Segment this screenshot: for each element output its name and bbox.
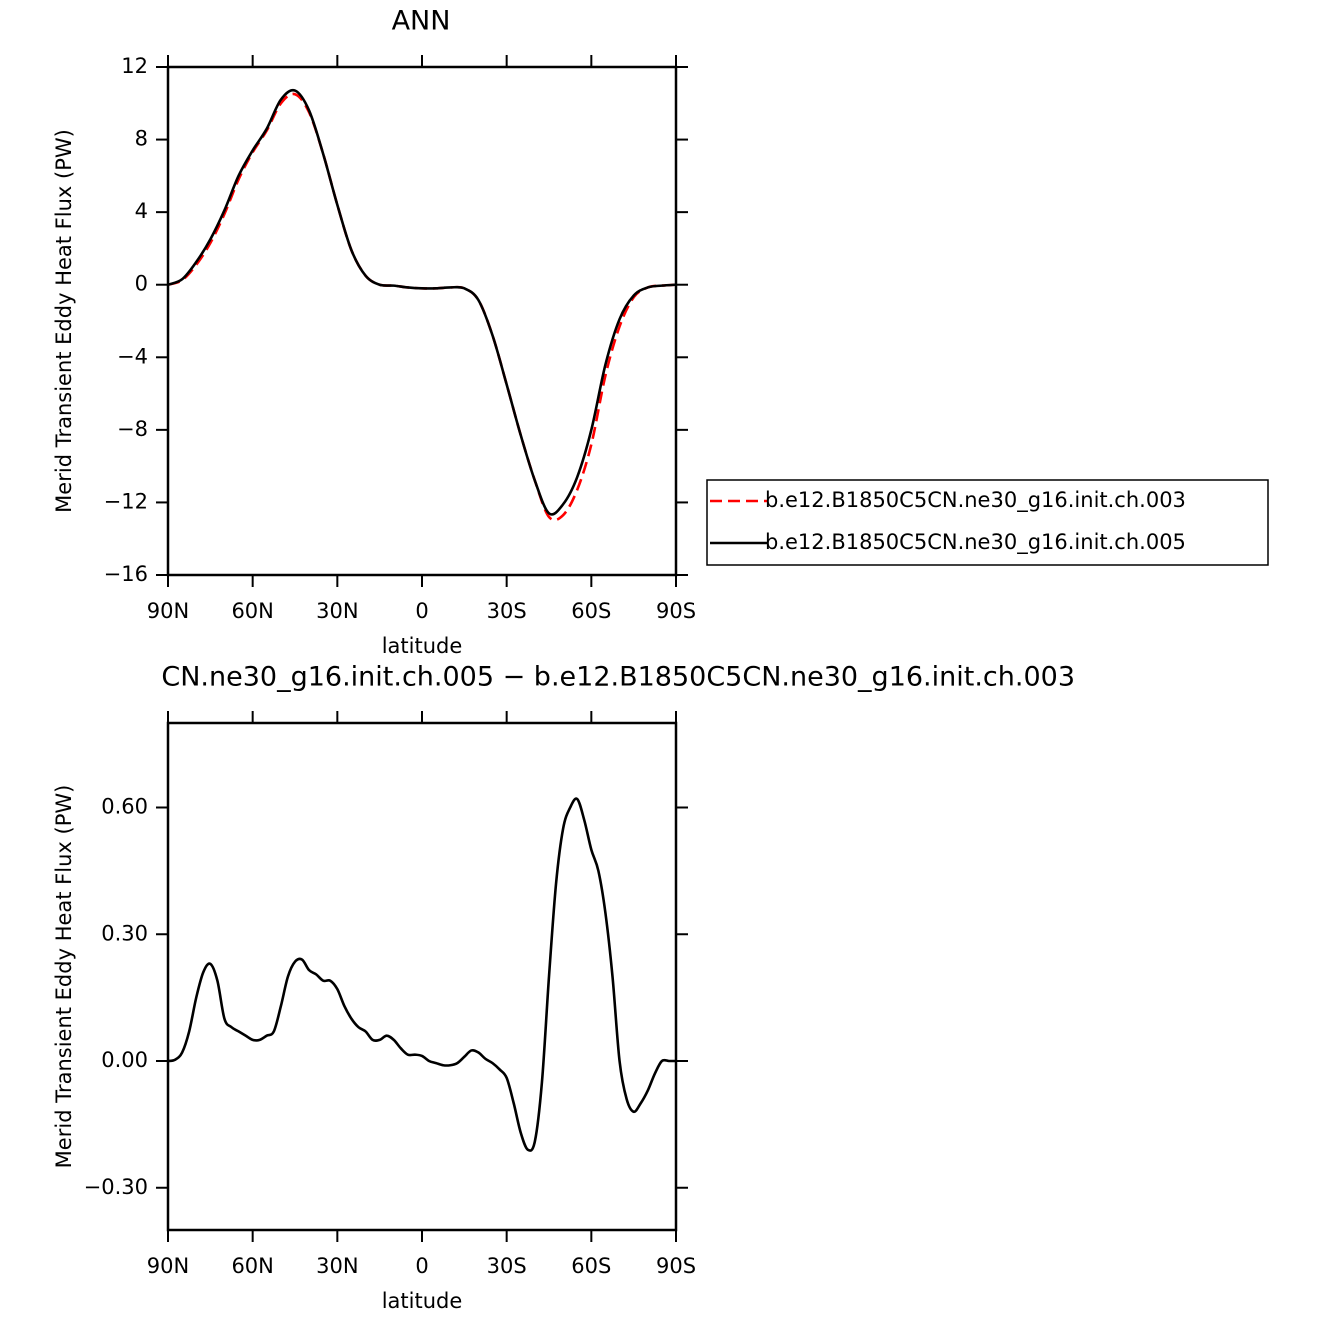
x-axis-label: latitude bbox=[382, 634, 463, 658]
y-tick-label: 0.30 bbox=[101, 921, 148, 945]
y-tick-label: 8 bbox=[135, 127, 148, 151]
x-tick-label: 30S bbox=[487, 599, 527, 623]
series-line bbox=[167, 88, 677, 516]
y-axis-label: Merid Transient Eddy Heat Flux (PW) bbox=[52, 785, 76, 1169]
legend-label: b.e12.B1850C5CN.ne30_g16.init.ch.003 bbox=[765, 488, 1186, 513]
y-tick-label: −8 bbox=[117, 417, 148, 441]
x-tick-label: 0 bbox=[415, 1254, 428, 1278]
y-tick-label: 4 bbox=[135, 199, 148, 223]
y-tick-label: 0.60 bbox=[101, 795, 148, 819]
plot-frame bbox=[166, 65, 678, 577]
y-tick-label: 12 bbox=[121, 54, 148, 78]
legend-label: b.e12.B1850C5CN.ne30_g16.init.ch.005 bbox=[765, 530, 1186, 555]
x-tick-label: 60S bbox=[571, 1254, 611, 1278]
series-line bbox=[167, 797, 676, 1152]
legend-box bbox=[706, 479, 1269, 566]
y-axis-label: Merid Transient Eddy Heat Flux (PW) bbox=[52, 129, 76, 513]
plot-frame bbox=[166, 721, 678, 1232]
x-tick-label: 90S bbox=[656, 599, 696, 623]
chart-title: CN.ne30_g16.init.ch.005 − b.e12.B1850C5C… bbox=[161, 662, 1075, 693]
y-tick-label: −16 bbox=[104, 562, 148, 586]
x-tick-label: 30N bbox=[316, 599, 358, 623]
x-tick-label: 60N bbox=[231, 599, 273, 623]
y-tick-label: 0.00 bbox=[101, 1048, 148, 1072]
y-tick-label: −0.30 bbox=[84, 1175, 148, 1199]
chart-title: ANN bbox=[392, 6, 451, 37]
x-axis-label: latitude bbox=[382, 1289, 463, 1313]
x-tick-label: 30N bbox=[316, 1254, 358, 1278]
x-tick-label: 30S bbox=[487, 1254, 527, 1278]
x-tick-label: 90N bbox=[147, 1254, 189, 1278]
x-tick-label: 0 bbox=[415, 599, 428, 623]
x-tick-label: 90S bbox=[656, 1254, 696, 1278]
y-tick-label: −4 bbox=[117, 344, 148, 368]
series-line bbox=[167, 92, 677, 522]
x-tick-label: 60S bbox=[571, 599, 611, 623]
y-tick-label: −12 bbox=[104, 489, 148, 513]
x-tick-label: 60N bbox=[231, 1254, 273, 1278]
y-tick-label: 0 bbox=[135, 272, 148, 296]
x-tick-label: 90N bbox=[147, 599, 189, 623]
